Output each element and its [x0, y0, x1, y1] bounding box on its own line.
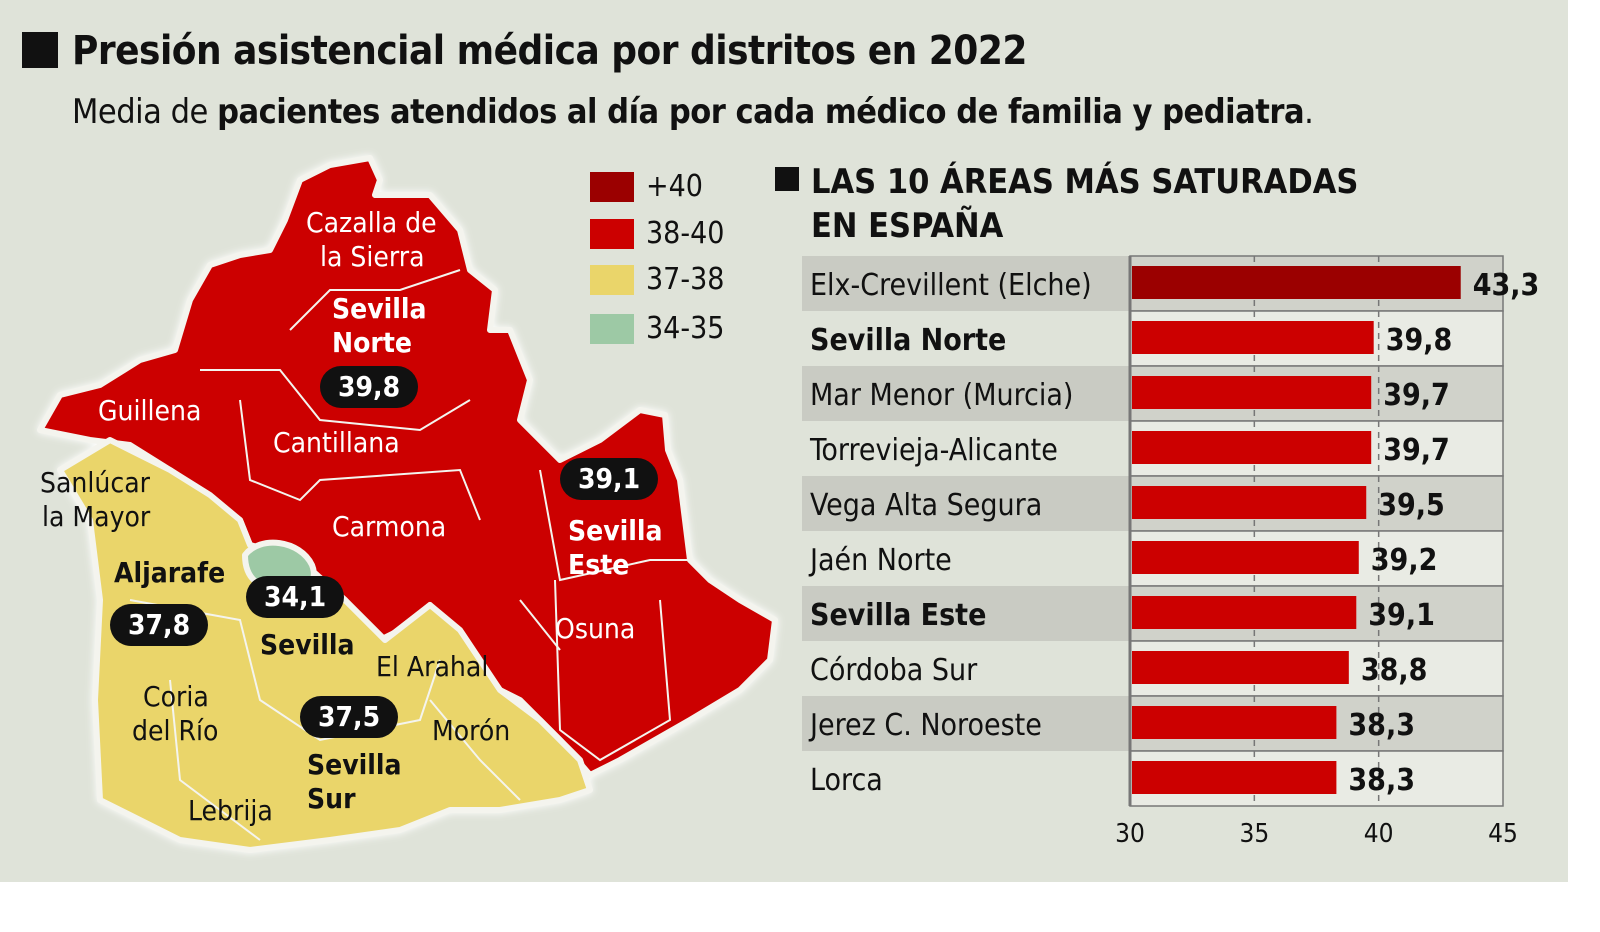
value-label: 38,3	[1348, 708, 1415, 743]
row-label-bg	[802, 366, 1130, 421]
category-label: Córdoba Sur	[810, 653, 978, 688]
row-label-bg	[802, 696, 1130, 751]
legend-label: +40	[646, 169, 703, 204]
row-label-bg	[802, 421, 1130, 476]
legend-item: 38-40	[590, 215, 750, 255]
district-sevilla-norte-name1: Sevilla	[332, 292, 427, 325]
bar	[1132, 596, 1357, 629]
label-moron: Morón	[432, 714, 511, 747]
bar	[1132, 541, 1359, 574]
district-sevilla-name: Sevilla	[260, 628, 355, 661]
legend-item: 37-38	[590, 261, 750, 301]
legend-swatch	[590, 172, 634, 202]
bar	[1132, 376, 1372, 409]
district-map	[37, 155, 778, 853]
row-label-bg	[802, 476, 1130, 531]
legend-label: 37-38	[646, 262, 725, 297]
district-aljarafe-value: 37,8	[110, 604, 209, 646]
region-yellow	[57, 437, 593, 853]
value-label: 39,2	[1371, 543, 1438, 578]
chart-title: LAS 10 ÁREAS MÁS SATURADAS EN ESPAÑA	[775, 160, 1358, 248]
row-label-bg	[802, 751, 1130, 806]
row-label-bg	[802, 256, 1130, 311]
bar-chart: Elx-Crevillent (Elche) 43,3 Sevilla Norte 3…	[802, 255, 1540, 849]
label-lebrija: Lebrija	[188, 794, 273, 827]
value-label: 39,8	[1386, 323, 1453, 358]
legend-label: 38-40	[646, 216, 725, 251]
category-label: Jerez C. Noroeste	[808, 708, 1042, 743]
label-la-mayor: la Mayor	[42, 500, 151, 533]
value-label: 39,5	[1378, 488, 1445, 523]
legend-swatch	[590, 314, 634, 344]
infographic: Presión asistencial médica por distritos…	[0, 0, 1568, 882]
legend-swatch	[590, 265, 634, 295]
category-label: Sevilla Norte	[810, 323, 1006, 358]
category-label: Lorca	[810, 763, 883, 798]
value-label: 39,7	[1383, 378, 1450, 413]
legend-label: 34-35	[646, 311, 725, 346]
subtitle-bold: pacientes atendidos al día por cada médi…	[217, 92, 1305, 132]
category-label: Jaén Norte	[808, 543, 952, 578]
value-label: 39,1	[1368, 598, 1435, 633]
chart-title-square-icon	[775, 167, 799, 191]
district-sevilla-este-name1: Sevilla	[568, 514, 663, 547]
label-coria: Coria	[143, 680, 209, 713]
bar	[1132, 266, 1461, 299]
legend-item: 34-35	[590, 310, 750, 350]
row-label-bg	[802, 311, 1130, 366]
label-guillena: Guillena	[98, 394, 202, 427]
bar	[1132, 431, 1372, 464]
category-label: Torrevieja-Alicante	[809, 433, 1058, 468]
x-tick-label: 30	[1115, 819, 1145, 849]
value-label: 43,3	[1473, 268, 1540, 303]
district-sevilla-sur-value: 37,5	[300, 696, 399, 738]
page-title: Presión asistencial médica por distritos…	[22, 28, 1027, 74]
district-sevilla-norte-value: 39,8	[320, 366, 419, 408]
row-label-bg	[802, 641, 1130, 696]
bar	[1132, 651, 1349, 684]
bar	[1132, 761, 1337, 794]
subtitle-post: .	[1304, 92, 1314, 132]
district-sevilla-sur-name2: Sur	[307, 782, 356, 815]
value-label: 39,7	[1383, 433, 1450, 468]
chart-title-line1: LAS 10 ÁREAS MÁS SATURADAS	[811, 162, 1359, 202]
subtitle: Media de pacientes atendidos al día por …	[72, 92, 1314, 132]
x-tick-label: 35	[1239, 819, 1269, 849]
x-tick-label: 45	[1488, 819, 1518, 849]
title-text: Presión asistencial médica por distritos…	[72, 28, 1027, 74]
label-carmona: Carmona	[332, 510, 447, 543]
bar	[1132, 486, 1367, 519]
district-sevilla-este-name2: Este	[568, 548, 630, 581]
bar	[1132, 321, 1374, 354]
district-borders	[129, 269, 690, 841]
label-del-rio: del Río	[132, 714, 219, 747]
subtitle-pre: Media de	[72, 92, 218, 132]
label-cazalla: Cazalla de	[306, 206, 437, 239]
label-el-arahal: El Arahal	[376, 650, 489, 683]
legend-item: +40	[590, 168, 750, 208]
district-sevilla-value: 34,1	[246, 576, 345, 618]
value-label: 38,3	[1348, 763, 1415, 798]
district-sevilla-este-value: 39,1	[560, 458, 659, 500]
label-sanlucar: Sanlúcar	[40, 466, 151, 499]
bar	[1132, 706, 1337, 739]
category-label: Elx-Crevillent (Elche)	[810, 268, 1092, 303]
label-la-sierra: la Sierra	[320, 240, 425, 273]
category-label: Sevilla Este	[810, 598, 986, 633]
row-label-bg	[802, 531, 1130, 586]
district-aljarafe-name: Aljarafe	[114, 556, 226, 589]
category-label: Vega Alta Segura	[810, 488, 1042, 523]
row-label-bg	[802, 586, 1130, 641]
district-sevilla-norte-name2: Norte	[332, 326, 412, 359]
title-square-icon	[22, 32, 58, 68]
district-sevilla-sur-name1: Sevilla	[307, 748, 402, 781]
label-osuna: Osuna	[555, 612, 636, 645]
value-label: 38,8	[1361, 653, 1428, 688]
chart-title-line2: EN ESPAÑA	[811, 206, 1004, 246]
x-tick-label: 40	[1364, 819, 1394, 849]
category-label: Mar Menor (Murcia)	[810, 378, 1073, 413]
legend-swatch	[590, 219, 634, 249]
label-cantillana: Cantillana	[273, 426, 400, 459]
